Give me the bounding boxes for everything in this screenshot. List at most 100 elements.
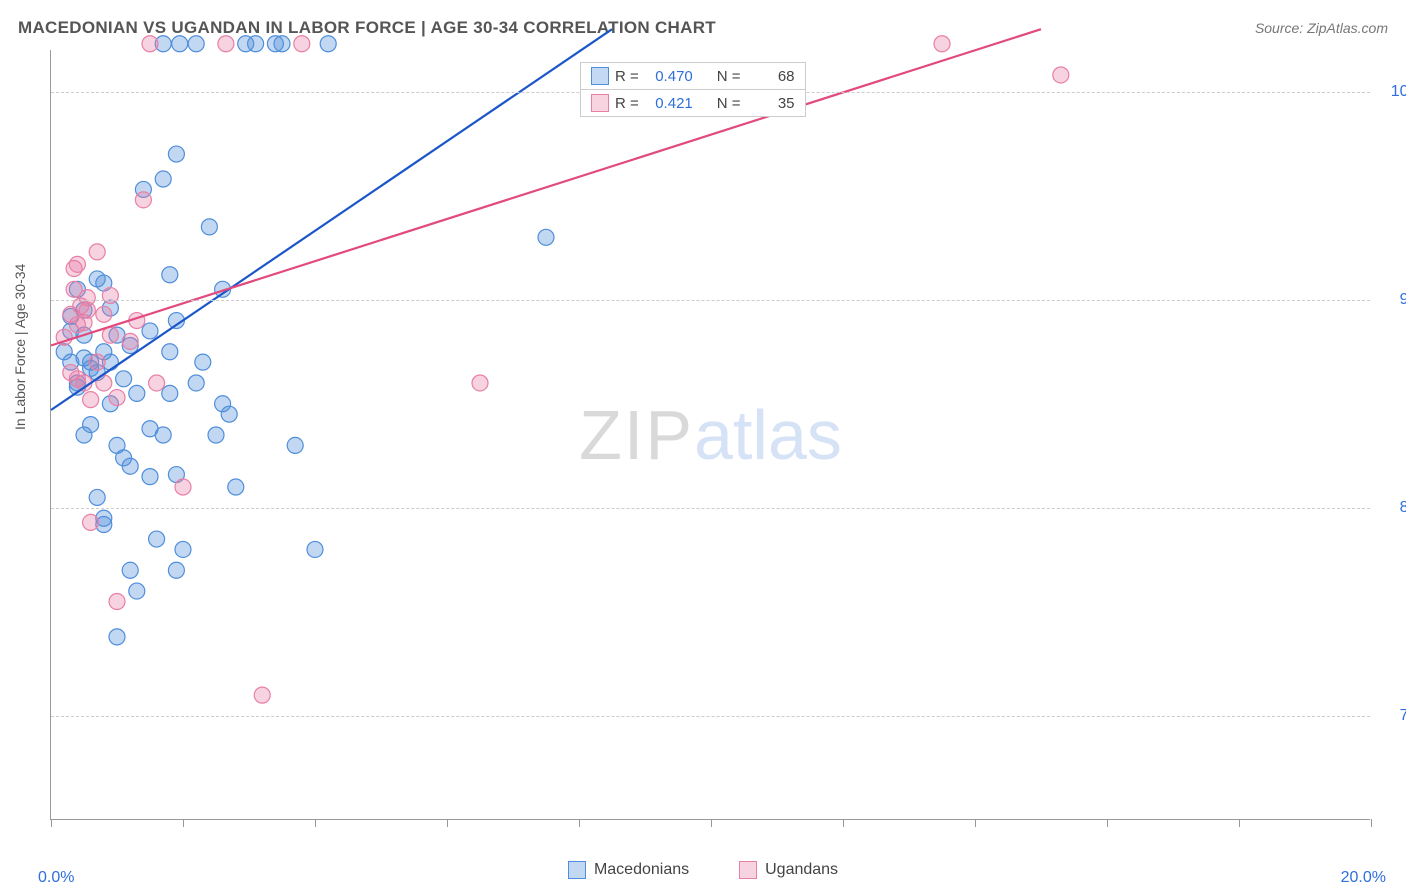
y-tick-label: 90.0% (1375, 291, 1406, 309)
data-point (135, 192, 151, 208)
data-point (201, 219, 217, 235)
data-point (208, 427, 224, 443)
legend-swatch (591, 67, 609, 85)
x-tick (51, 819, 52, 827)
data-point (538, 229, 554, 245)
x-tick (711, 819, 712, 827)
data-point (142, 469, 158, 485)
data-point (149, 531, 165, 547)
gridline-h (51, 716, 1370, 717)
data-point (122, 333, 138, 349)
stats-legend-row: R = 0.470 N = 68 (581, 63, 805, 90)
chart-title: MACEDONIAN VS UGANDAN IN LABOR FORCE | A… (18, 18, 716, 38)
y-tick-label: 80.0% (1375, 499, 1406, 517)
data-point (472, 375, 488, 391)
data-point (149, 375, 165, 391)
data-point (228, 479, 244, 495)
n-value: 68 (747, 68, 795, 85)
gridline-h (51, 508, 1370, 509)
plot-area: ZIPatlas 70.0%80.0%90.0%100.0% (50, 50, 1370, 820)
r-label: R = (615, 68, 639, 85)
x-tick (315, 819, 316, 827)
x-tick (183, 819, 184, 827)
legend-item: Ugandans (739, 861, 838, 879)
data-point (79, 302, 95, 318)
trend-line (51, 29, 1041, 345)
x-tick (579, 819, 580, 827)
data-point (307, 541, 323, 557)
data-point (168, 146, 184, 162)
data-point (69, 256, 85, 272)
data-point (109, 390, 125, 406)
x-tick (1371, 819, 1372, 827)
data-point (122, 562, 138, 578)
data-point (188, 375, 204, 391)
x-tick (1239, 819, 1240, 827)
data-point (109, 629, 125, 645)
r-value: 0.470 (645, 68, 693, 85)
data-point (89, 489, 105, 505)
y-tick-label: 100.0% (1375, 83, 1406, 101)
legend-label: Ugandans (765, 861, 838, 879)
data-point (175, 479, 191, 495)
x-tick (975, 819, 976, 827)
legend-item: Macedonians (568, 861, 689, 879)
stats-legend: R = 0.470 N = 68 R = 0.421 N = 35 (580, 62, 806, 117)
n-label: N = (717, 68, 741, 85)
data-point (320, 36, 336, 52)
data-point (116, 371, 132, 387)
r-value: 0.421 (645, 95, 693, 112)
data-point (142, 323, 158, 339)
data-point (294, 36, 310, 52)
data-point (934, 36, 950, 52)
source-label: Source: ZipAtlas.com (1255, 20, 1388, 36)
data-point (122, 458, 138, 474)
data-point (102, 288, 118, 304)
data-point (175, 541, 191, 557)
data-point (89, 354, 105, 370)
data-point (83, 514, 99, 530)
legend-swatch (591, 94, 609, 112)
data-point (188, 36, 204, 52)
r-label: R = (615, 95, 639, 112)
data-point (162, 385, 178, 401)
data-point (96, 306, 112, 322)
stats-legend-row: R = 0.421 N = 35 (581, 90, 805, 116)
data-point (274, 36, 290, 52)
data-point (1053, 67, 1069, 83)
data-point (89, 244, 105, 260)
n-label: N = (717, 95, 741, 112)
legend-swatch (739, 861, 757, 879)
data-point (287, 437, 303, 453)
data-point (248, 36, 264, 52)
legend-label: Macedonians (594, 861, 689, 879)
y-axis-label: In Labor Force | Age 30-34 (12, 264, 28, 430)
data-point (129, 583, 145, 599)
data-point (109, 593, 125, 609)
y-tick-label: 70.0% (1375, 707, 1406, 725)
data-point (162, 344, 178, 360)
data-point (102, 327, 118, 343)
legend-swatch (568, 861, 586, 879)
gridline-h (51, 300, 1370, 301)
data-point (254, 687, 270, 703)
x-tick (843, 819, 844, 827)
data-point (195, 354, 211, 370)
data-point (218, 36, 234, 52)
data-point (83, 417, 99, 433)
x-tick (1107, 819, 1108, 827)
data-point (129, 385, 145, 401)
n-value: 35 (747, 95, 795, 112)
trend-line (51, 29, 612, 410)
data-point (168, 562, 184, 578)
data-point (162, 267, 178, 283)
data-point (142, 36, 158, 52)
data-point (83, 392, 99, 408)
series-legend: Macedonians Ugandans (0, 861, 1406, 884)
data-point (155, 171, 171, 187)
x-tick (447, 819, 448, 827)
chart-svg (51, 50, 1370, 819)
data-point (155, 427, 171, 443)
data-point (172, 36, 188, 52)
data-point (221, 406, 237, 422)
